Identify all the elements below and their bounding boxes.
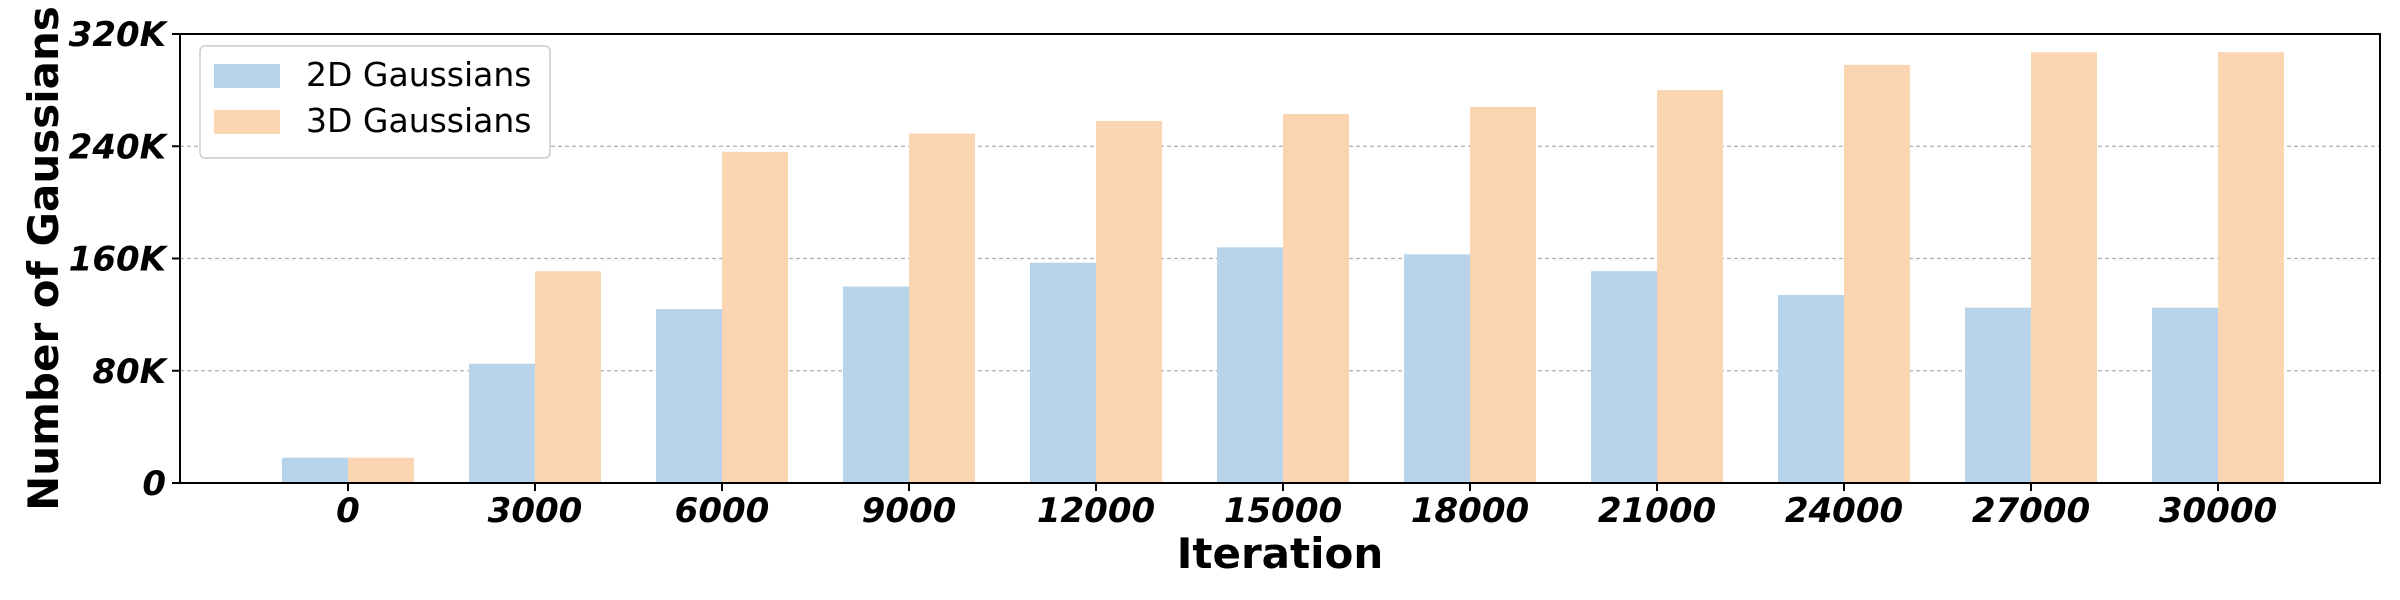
y-axis-label: Number of Gaussians (19, 6, 68, 511)
bar-2d (282, 457, 348, 483)
bar-2d (1404, 254, 1470, 483)
bar-3d (1096, 120, 1162, 484)
bar-2d (1217, 247, 1283, 483)
x-axis-label: Iteration (1177, 529, 1383, 578)
bar-2d (1965, 307, 2031, 483)
x-tick-label: 21000 (1598, 491, 1716, 531)
bar-3d (2218, 52, 2284, 483)
bar-3d (722, 151, 788, 484)
bar-3d (1844, 64, 1910, 484)
y-tick-label: 320K (69, 15, 169, 55)
bar-3d (909, 133, 975, 483)
bar-2d (1591, 271, 1657, 483)
y-axis-ticks: 0 80K 160K 240K 320K (69, 15, 180, 504)
y-tick-label: 240K (69, 127, 169, 167)
bar-3d (348, 457, 414, 483)
legend-swatch (214, 64, 280, 88)
x-axis-ticks: 0 3000 6000 9000 12000 15000 18000 21000 24000 27… (336, 483, 2277, 531)
legend-label: 2D Gaussians (306, 55, 532, 94)
bar-2d (469, 363, 535, 483)
x-tick-label: 9000 (862, 491, 957, 531)
x-tick-label: 12000 (1037, 491, 1155, 531)
x-tick-label: 27000 (1972, 491, 2090, 531)
bar-2d (2152, 307, 2218, 483)
bar-3d (1657, 90, 1723, 483)
bar-2d (656, 309, 722, 483)
x-tick-label: 15000 (1224, 491, 1342, 531)
x-tick-label: 18000 (1411, 491, 1529, 531)
y-tick-label: 0 (142, 464, 166, 504)
x-tick-label: 3000 (488, 491, 583, 531)
bar-3d (1470, 106, 1536, 484)
x-tick-label: 30000 (2159, 491, 2277, 531)
bar-2d (1778, 294, 1844, 483)
bar-2d (843, 286, 909, 483)
legend-box (199, 45, 551, 159)
bar-3d (1283, 113, 1349, 484)
bar-3d (535, 271, 601, 483)
y-tick-label: 160K (69, 240, 169, 280)
legend-swatch (214, 110, 280, 134)
bar-3d (2031, 52, 2097, 483)
x-tick-label: 0 (336, 491, 360, 531)
y-tick-label: 80K (92, 352, 168, 392)
x-tick-label: 6000 (675, 491, 770, 531)
legend-label: 3D Gaussians (306, 101, 532, 140)
legend: 2D Gaussians 3D Gaussians (199, 45, 551, 159)
bars (282, 52, 2284, 484)
bar-2d (1030, 262, 1096, 483)
x-tick-label: 24000 (1785, 491, 1903, 531)
